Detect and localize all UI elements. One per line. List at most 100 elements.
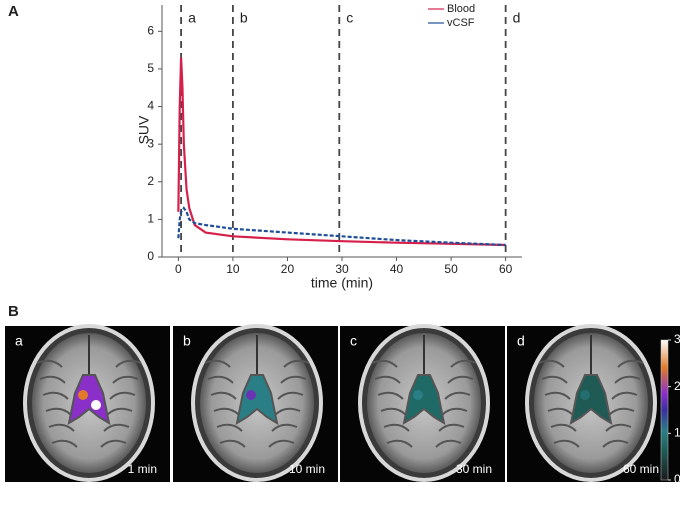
event-label: c <box>346 10 353 26</box>
sulcus <box>611 391 638 400</box>
sulcus <box>106 407 133 416</box>
panel-label: A <box>8 3 19 20</box>
y-tick-label: 4 <box>147 99 154 113</box>
sulcus <box>204 359 231 368</box>
sulcus <box>547 407 574 416</box>
sulcus <box>213 407 240 416</box>
image-label: c <box>350 333 357 349</box>
sulcus <box>45 407 72 416</box>
colorbar-tick-label: 1 <box>674 426 681 440</box>
event-label: a <box>188 10 196 26</box>
sulcus <box>438 423 465 432</box>
y-axis-label: SUV <box>136 115 152 144</box>
y-tick-label: 1 <box>147 212 154 226</box>
sulcus <box>608 407 635 416</box>
y-tick-label: 0 <box>147 249 154 263</box>
sulcus <box>100 439 127 448</box>
colorbar <box>660 339 669 481</box>
x-tick-label: 20 <box>281 262 295 276</box>
sulcus <box>280 375 307 384</box>
image-time: 60 min <box>623 462 659 476</box>
image-time: 1 min <box>128 462 157 476</box>
image-time: 30 min <box>456 462 492 476</box>
uptake <box>580 390 590 400</box>
x-tick-label: 10 <box>226 262 240 276</box>
sulcus <box>371 359 398 368</box>
sulcus <box>283 359 310 368</box>
sulcus <box>380 407 407 416</box>
x-tick-label: 0 <box>175 262 182 276</box>
x-tick-label: 50 <box>444 262 458 276</box>
sulcus <box>383 423 410 432</box>
ventricle <box>402 374 446 426</box>
sulcus <box>617 359 644 368</box>
sulcus <box>112 375 139 384</box>
sulcus <box>210 391 237 400</box>
x-tick-label: 40 <box>390 262 404 276</box>
uptake <box>426 400 436 410</box>
sulcus <box>207 375 234 384</box>
sulcus <box>277 391 304 400</box>
image-time: 10 min <box>289 462 325 476</box>
sulcus <box>550 423 577 432</box>
sulcus <box>374 375 401 384</box>
sulcus <box>605 423 632 432</box>
sulcus <box>447 375 474 384</box>
sulcus <box>377 391 404 400</box>
sulcus <box>268 439 295 448</box>
sulcus <box>48 423 75 432</box>
y-tick-label: 3 <box>147 136 154 150</box>
sulcus <box>614 375 641 384</box>
uptake <box>259 400 269 410</box>
x-tick-label: 60 <box>499 262 513 276</box>
y-tick-label: 2 <box>147 174 154 188</box>
colorbar-tick-label: 2 <box>674 379 681 393</box>
sulcus <box>444 391 471 400</box>
sulcus <box>115 359 142 368</box>
sulcus <box>39 375 66 384</box>
sulcus <box>553 439 580 448</box>
series-line <box>177 57 506 247</box>
event-label: b <box>240 10 248 26</box>
ventricle <box>569 374 613 426</box>
uptake <box>413 390 423 400</box>
sulcus <box>42 391 69 400</box>
sulcus <box>541 375 568 384</box>
sulcus <box>36 359 63 368</box>
series-line <box>177 206 506 247</box>
colorbar-tick-label: 0 <box>674 472 681 486</box>
event-label: d <box>513 10 521 26</box>
uptake <box>246 390 256 400</box>
sulcus <box>103 423 130 432</box>
sulcus <box>109 391 136 400</box>
sulcus <box>602 439 629 448</box>
sulcus <box>544 391 571 400</box>
x-axis-label: time (min) <box>311 275 373 291</box>
image-label: d <box>517 333 525 349</box>
sulcus <box>274 407 301 416</box>
ventricle <box>235 374 279 426</box>
uptake <box>91 400 101 410</box>
uptake <box>78 390 88 400</box>
sulcus <box>441 407 468 416</box>
x-tick-label: 30 <box>335 262 349 276</box>
sulcus <box>219 439 246 448</box>
ventricle <box>67 374 111 426</box>
colorbar-tick-label: 3 <box>674 332 681 346</box>
uptake <box>593 400 603 410</box>
sulcus <box>538 359 565 368</box>
sulcus <box>216 423 243 432</box>
legend-label: vCSF <box>447 17 475 29</box>
panel-label: B <box>8 303 19 320</box>
sulcus <box>386 439 413 448</box>
image-label: a <box>15 333 23 349</box>
sulcus <box>435 439 462 448</box>
sulcus <box>51 439 78 448</box>
y-tick-label: 5 <box>147 61 154 75</box>
sulcus <box>271 423 298 432</box>
legend-label: Blood <box>447 3 475 15</box>
sulcus <box>450 359 477 368</box>
y-tick-label: 6 <box>147 24 154 38</box>
image-panel: a 1 min b 10 min c 30 min d 60 min 0 1 2 3 <box>5 324 681 486</box>
